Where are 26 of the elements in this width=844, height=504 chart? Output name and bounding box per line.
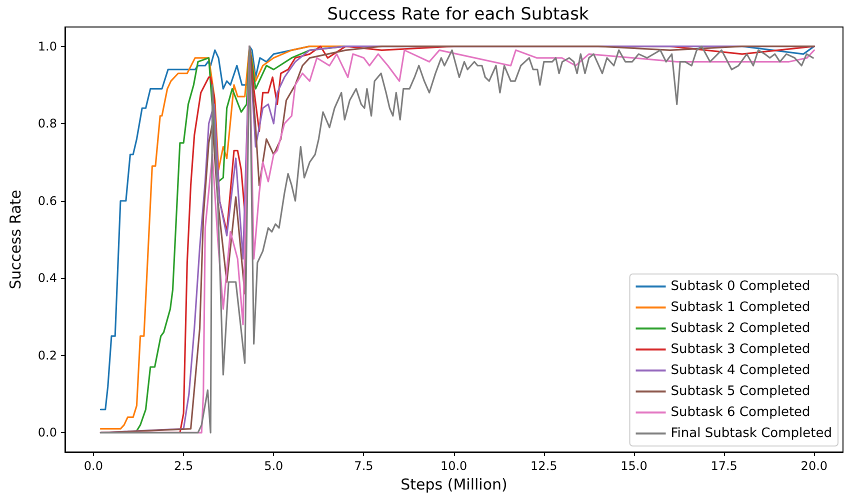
legend-label: Subtask 3 Completed	[670, 342, 810, 357]
legend-label: Subtask 4 Completed	[670, 363, 810, 378]
legend-label: Subtask 2 Completed	[670, 321, 810, 336]
y-tick-label: 0.8	[38, 116, 57, 131]
x-tick-label: 12.5	[530, 459, 558, 473]
legend-label: Final Subtask Completed	[670, 426, 832, 441]
legend-label: Subtask 0 Completed	[670, 279, 810, 294]
x-axis-title: Steps (Million)	[400, 475, 508, 494]
legend-label: Subtask 6 Completed	[670, 405, 810, 420]
x-tick-label: 5.0	[264, 459, 284, 473]
x-tick-label: 17.5	[710, 459, 738, 473]
chart-title: Success Rate for each Subtask	[327, 4, 589, 24]
legend-label: Subtask 1 Completed	[670, 300, 810, 315]
y-tick-label: 0.2	[38, 348, 57, 362]
x-tick-label: 0.0	[84, 459, 104, 473]
y-tick-label: 1.0	[38, 39, 57, 54]
x-tick-label: 10.0	[440, 459, 468, 473]
x-tick-label: 15.0	[620, 459, 648, 473]
x-tick-label: 20.0	[800, 459, 828, 473]
y-tick-label: 0.4	[38, 271, 57, 286]
y-axis-title: Success Rate	[6, 190, 24, 290]
legend-label: Subtask 5 Completed	[670, 384, 810, 399]
x-tick-label: 7.5	[354, 459, 374, 473]
y-tick-label: 0.0	[38, 426, 57, 440]
y-tick-label: 0.6	[38, 194, 57, 208]
x-tick-label: 2.5	[174, 459, 194, 473]
